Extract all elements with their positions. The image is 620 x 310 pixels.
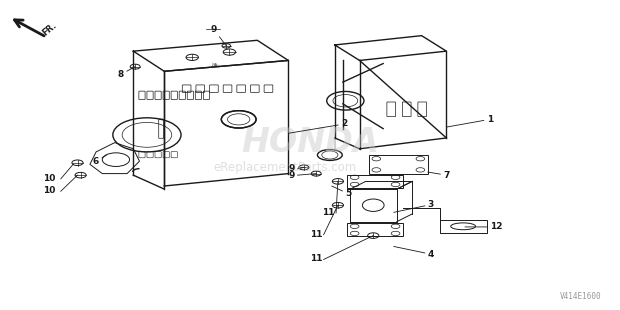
Text: 8: 8: [118, 67, 135, 79]
Text: V414E1600: V414E1600: [560, 292, 601, 301]
Text: 10: 10: [43, 186, 56, 195]
Text: 12: 12: [465, 222, 502, 232]
Text: 2: 2: [288, 119, 347, 133]
Text: 4: 4: [394, 246, 434, 259]
Text: FR.: FR.: [41, 21, 58, 38]
Text: 1: 1: [446, 115, 493, 127]
Text: 9: 9: [288, 164, 294, 174]
Text: 9: 9: [288, 170, 294, 180]
Text: 9: 9: [211, 25, 226, 46]
Text: 5: 5: [332, 186, 352, 198]
Text: eReplacementParts.com: eReplacementParts.com: [213, 161, 357, 174]
Text: 3: 3: [394, 200, 434, 212]
Text: 10: 10: [43, 174, 56, 183]
Text: 11: 11: [310, 229, 322, 239]
Text: 7: 7: [428, 170, 450, 180]
Text: ❧: ❧: [210, 60, 218, 70]
Text: 11: 11: [322, 208, 335, 217]
Text: HONDA: HONDA: [241, 126, 379, 159]
Text: 11: 11: [310, 254, 322, 264]
Text: 6: 6: [93, 155, 107, 166]
